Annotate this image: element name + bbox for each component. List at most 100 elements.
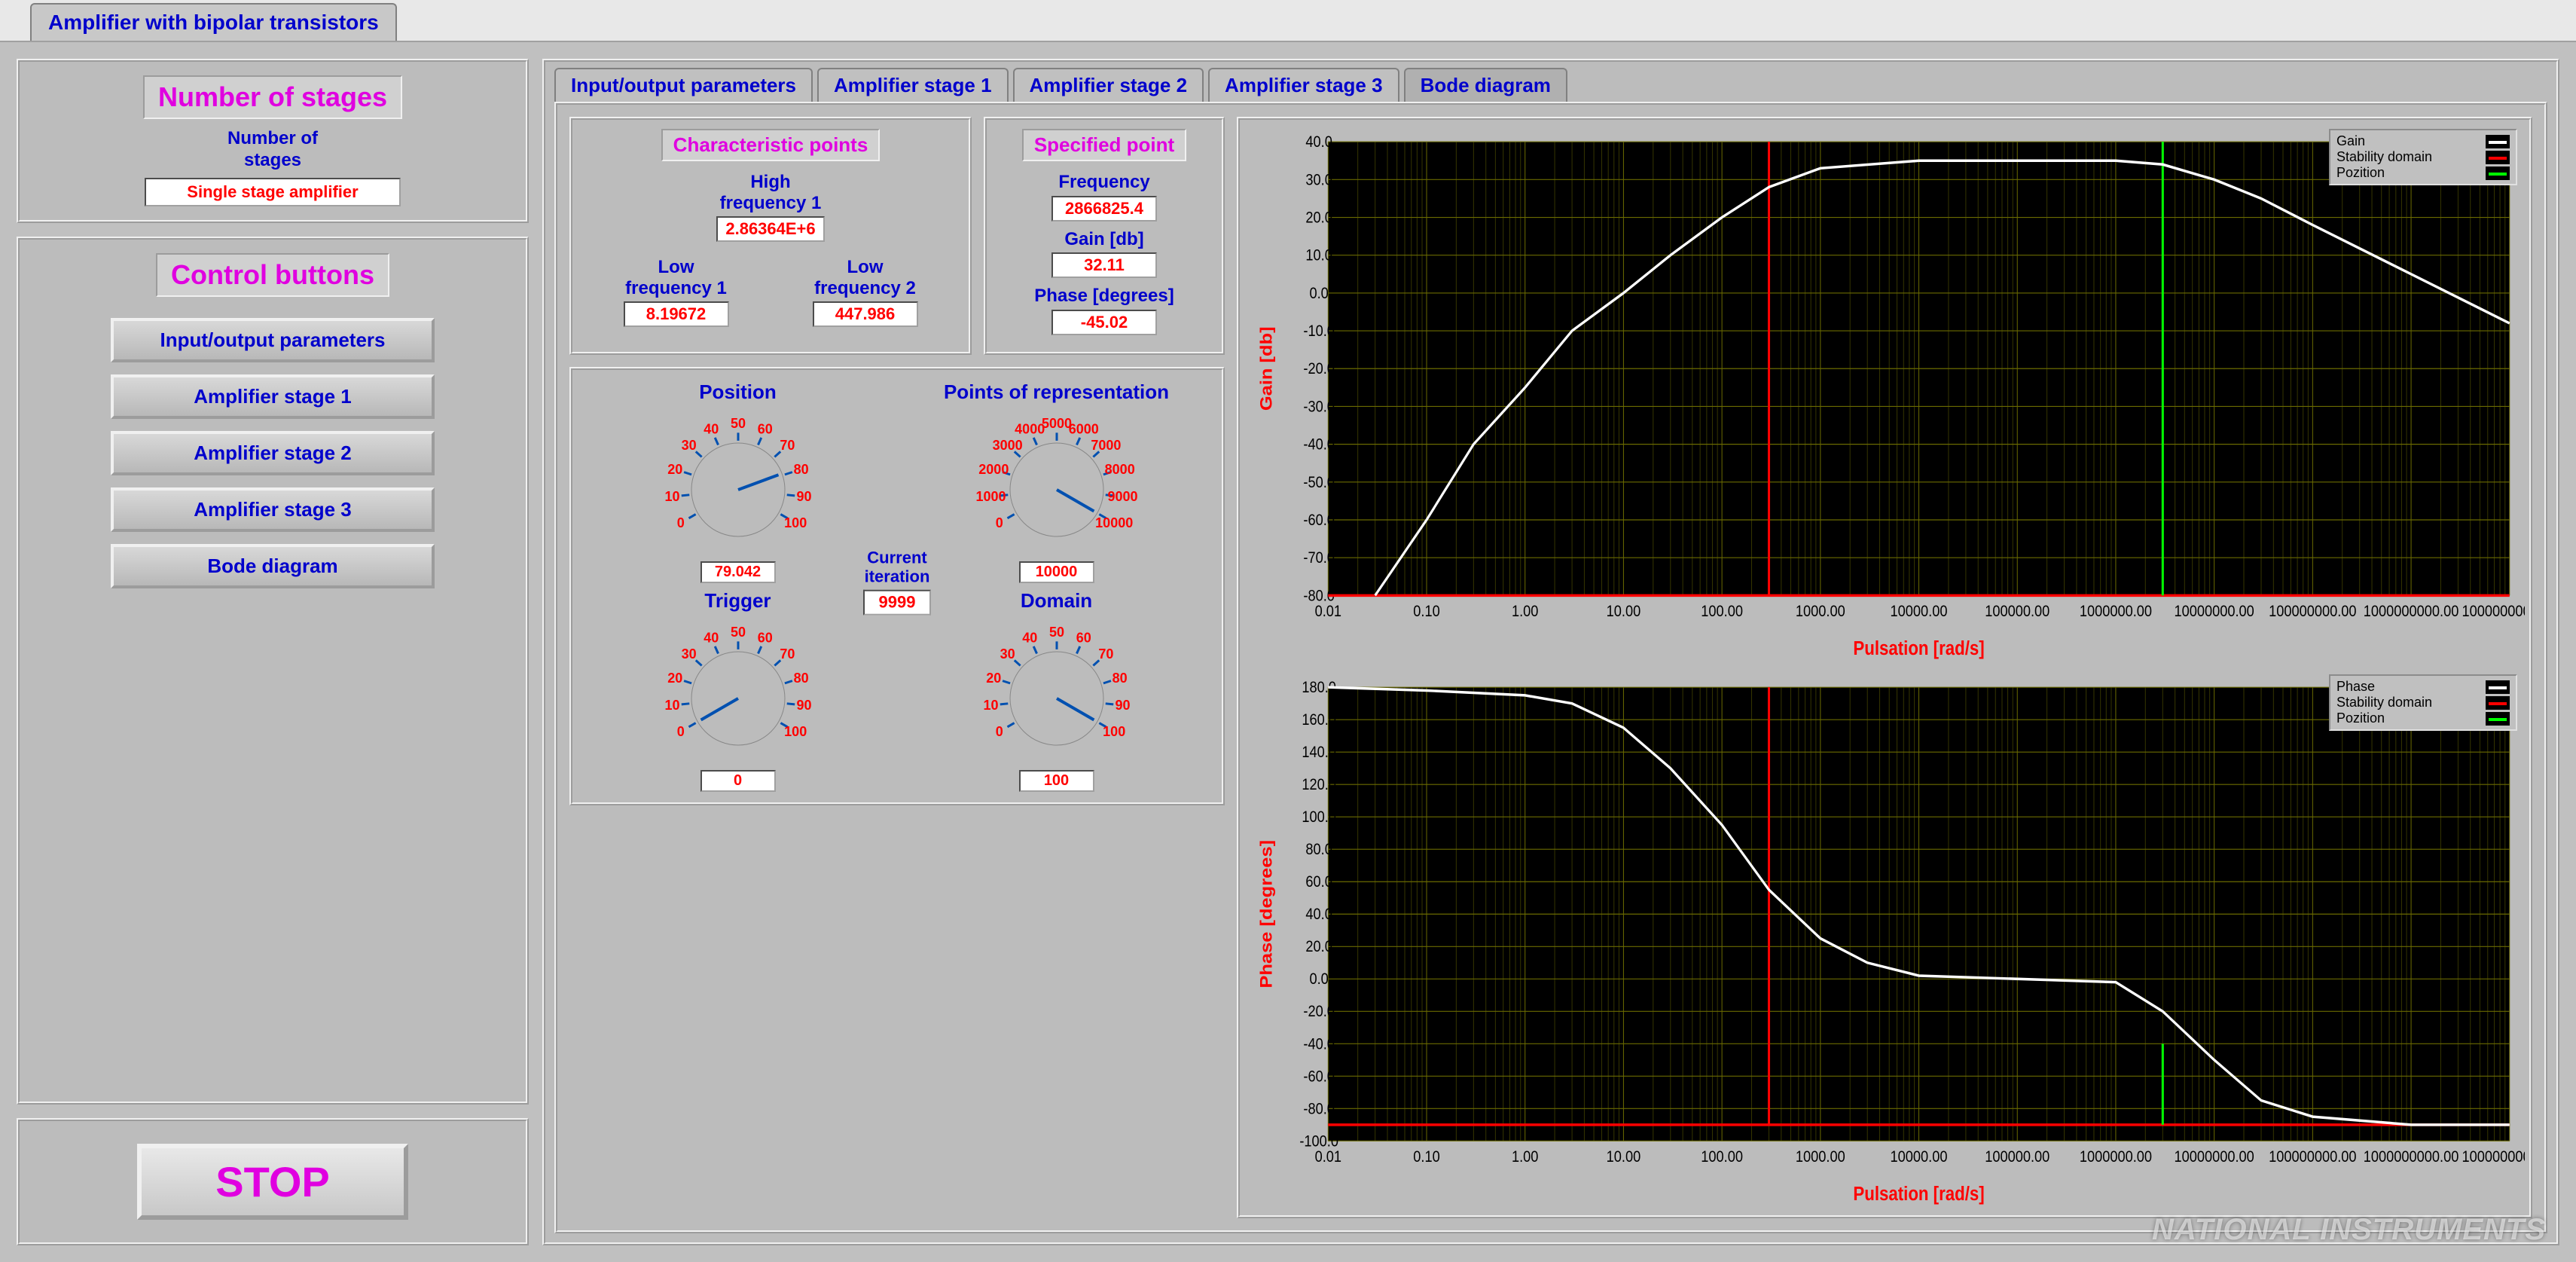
svg-text:50: 50 xyxy=(1048,625,1064,640)
control-button-1[interactable]: Amplifier stage 1 xyxy=(111,374,435,419)
number-of-stages-panel: Number of stages Number ofstages Single … xyxy=(17,59,529,223)
number-of-stages-label: Number ofstages xyxy=(33,128,512,172)
spec-frequency-label: Frequency xyxy=(996,172,1213,193)
top-tab-main[interactable]: Amplifier with bipolar transistors xyxy=(30,3,397,41)
svg-text:20: 20 xyxy=(986,671,1001,686)
svg-text:100.0: 100.0 xyxy=(1302,808,1336,826)
knob-domain[interactable]: Domain 0102030405060708090100 100 xyxy=(902,589,1211,792)
svg-text:30: 30 xyxy=(681,646,696,662)
svg-text:160.0: 160.0 xyxy=(1302,711,1336,729)
svg-text:Pulsation [rad/s]: Pulsation [rad/s] xyxy=(1853,638,1984,660)
svg-text:40.0: 40.0 xyxy=(1305,906,1332,923)
svg-text:1000000.00: 1000000.00 xyxy=(2080,1148,2152,1166)
svg-text:90: 90 xyxy=(796,698,811,713)
svg-text:0.10: 0.10 xyxy=(1413,603,1440,620)
sub-tab-1[interactable]: Amplifier stage 1 xyxy=(817,68,1009,102)
svg-text:100: 100 xyxy=(784,515,807,530)
svg-text:-100.0: -100.0 xyxy=(1299,1132,1338,1150)
current-iteration-label: Currentiteration xyxy=(833,548,961,587)
sub-tab-0[interactable]: Input/output parameters xyxy=(554,68,813,102)
svg-text:1000.00: 1000.00 xyxy=(1796,603,1845,620)
svg-text:10000000000.0: 10000000000.0 xyxy=(2462,1148,2525,1166)
svg-text:-70.0: -70.0 xyxy=(1303,549,1335,567)
svg-text:100000.00: 100000.00 xyxy=(1985,603,2050,620)
svg-text:10000000.00: 10000000.00 xyxy=(2174,1148,2254,1166)
svg-text:100: 100 xyxy=(784,724,807,739)
spec-frequency-value: 2866825.4 xyxy=(1051,196,1157,222)
svg-text:0: 0 xyxy=(676,724,684,739)
low-freq1-label: Lowfrequency 1 xyxy=(624,257,729,298)
legend-item: Pozition xyxy=(2336,710,2510,726)
svg-text:1.00: 1.00 xyxy=(1512,1148,1539,1166)
svg-text:-40.0: -40.0 xyxy=(1303,1035,1335,1053)
low-freq2-value: 447.986 xyxy=(813,301,918,327)
control-button-2[interactable]: Amplifier stage 2 xyxy=(111,431,435,475)
svg-text:100.00: 100.00 xyxy=(1701,603,1743,620)
svg-text:0.01: 0.01 xyxy=(1315,603,1341,620)
svg-text:30: 30 xyxy=(1000,646,1015,662)
svg-text:4000: 4000 xyxy=(1015,421,1045,436)
control-button-0[interactable]: Input/output parameters xyxy=(111,318,435,362)
svg-text:70: 70 xyxy=(1098,646,1113,662)
control-buttons-title: Control buttons xyxy=(156,253,389,297)
svg-text:1000000000.00: 1000000000.00 xyxy=(2364,1148,2459,1166)
svg-text:1000: 1000 xyxy=(975,489,1006,504)
svg-text:40: 40 xyxy=(1022,630,1037,645)
svg-text:10000.00: 10000.00 xyxy=(1891,1148,1948,1166)
knobs-panel: Position 0102030405060708090100 79.042 P… xyxy=(569,367,1225,805)
svg-text:20: 20 xyxy=(667,671,682,686)
svg-text:10: 10 xyxy=(664,489,679,504)
legend-item: Phase xyxy=(2336,679,2510,695)
svg-text:10000000.00: 10000000.00 xyxy=(2174,603,2254,620)
stop-button[interactable]: STOP xyxy=(137,1144,408,1220)
svg-text:10.00: 10.00 xyxy=(1607,1148,1641,1166)
svg-text:70: 70 xyxy=(780,438,795,453)
legend-item: Stability domain xyxy=(2336,695,2510,710)
control-button-4[interactable]: Bode diagram xyxy=(111,544,435,588)
characteristic-title: Characteristic points xyxy=(661,129,881,161)
svg-text:-50.0: -50.0 xyxy=(1303,474,1335,491)
sub-tab-2[interactable]: Amplifier stage 2 xyxy=(1013,68,1204,102)
number-of-stages-value[interactable]: Single stage amplifier xyxy=(145,178,401,206)
svg-text:80: 80 xyxy=(793,462,808,477)
svg-text:50: 50 xyxy=(730,625,745,640)
svg-text:60: 60 xyxy=(757,421,772,436)
svg-text:20.0: 20.0 xyxy=(1305,209,1332,226)
sub-tab-4[interactable]: Bode diagram xyxy=(1404,68,1567,102)
svg-text:60.0: 60.0 xyxy=(1305,873,1332,891)
svg-text:0: 0 xyxy=(995,724,1003,739)
svg-text:90: 90 xyxy=(796,489,811,504)
knob-trigger[interactable]: Trigger 0102030405060708090100 0 xyxy=(583,589,893,792)
high-freq1-value: 2.86364E+6 xyxy=(716,216,824,242)
top-tab-bar: Amplifier with bipolar transistors xyxy=(0,0,2576,42)
specified-title: Specified point xyxy=(1022,129,1186,161)
svg-text:10.00: 10.00 xyxy=(1607,603,1641,620)
svg-text:6000: 6000 xyxy=(1068,421,1098,436)
svg-text:50: 50 xyxy=(730,416,745,431)
svg-text:1000.00: 1000.00 xyxy=(1796,1148,1845,1166)
stop-panel: STOP xyxy=(17,1118,529,1245)
svg-text:-20.0: -20.0 xyxy=(1303,1003,1335,1020)
spec-gain-value: 32.11 xyxy=(1051,252,1157,278)
svg-text:Pulsation [rad/s]: Pulsation [rad/s] xyxy=(1853,1184,1984,1205)
sub-tab-3[interactable]: Amplifier stage 3 xyxy=(1208,68,1399,102)
low-freq1-value: 8.19672 xyxy=(624,301,729,327)
svg-text:2000: 2000 xyxy=(978,462,1009,477)
svg-text:100: 100 xyxy=(1103,724,1125,739)
svg-text:30.0: 30.0 xyxy=(1305,171,1332,188)
svg-text:0: 0 xyxy=(995,515,1003,530)
svg-text:40: 40 xyxy=(704,421,719,436)
svg-text:10000.00: 10000.00 xyxy=(1891,603,1948,620)
spec-phase-label: Phase [degrees] xyxy=(996,286,1213,307)
current-iteration-value: 9999 xyxy=(863,589,931,615)
svg-text:10: 10 xyxy=(664,698,679,713)
current-iteration-group: Currentiteration 9999 xyxy=(833,548,961,616)
svg-text:-10.0: -10.0 xyxy=(1303,322,1335,340)
svg-text:0.10: 0.10 xyxy=(1413,1148,1440,1166)
svg-text:0.0: 0.0 xyxy=(1310,970,1329,988)
svg-text:7000: 7000 xyxy=(1091,438,1121,453)
svg-text:20: 20 xyxy=(667,462,682,477)
control-button-3[interactable]: Amplifier stage 3 xyxy=(111,487,435,532)
svg-text:5000: 5000 xyxy=(1041,416,1071,431)
legend-item: Stability domain xyxy=(2336,149,2510,165)
